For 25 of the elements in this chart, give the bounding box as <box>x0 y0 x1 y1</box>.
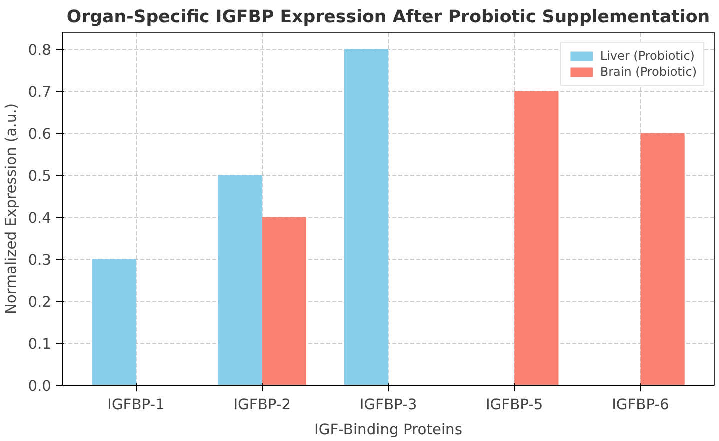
y-tick-label: 0.2 <box>28 294 52 311</box>
y-tick-label: 0.5 <box>28 168 52 185</box>
bar <box>640 133 685 386</box>
y-tick-label: 0.0 <box>28 378 52 395</box>
y-tick-label: 0.7 <box>28 84 52 101</box>
chart-title: Organ-Specific IGFBP Expression After Probiotic Supplementation <box>66 8 710 28</box>
bar <box>92 259 136 386</box>
y-axis-title: Normalized Expression (a.u.) <box>3 103 20 315</box>
bar <box>218 175 262 386</box>
y-tick-label: 0.3 <box>28 252 52 269</box>
bar <box>514 91 559 386</box>
bar <box>344 49 388 386</box>
legend-label: Brain (Probiotic) <box>600 65 697 79</box>
y-tick-label: 0.4 <box>28 210 52 227</box>
y-tick-label: 0.1 <box>28 336 52 353</box>
bar <box>262 217 307 386</box>
x-axis-title: IGF-Binding Proteins <box>314 422 462 438</box>
legend-label: Liver (Probiotic) <box>600 49 695 63</box>
x-tick-label: IGFBP-6 <box>612 396 670 414</box>
y-tick-label: 0.6 <box>28 126 52 143</box>
x-tick-label: IGFBP-2 <box>234 396 292 414</box>
y-tick-label: 0.8 <box>28 42 52 59</box>
x-tick-label: IGFBP-5 <box>486 396 544 414</box>
x-tick-label: IGFBP-1 <box>108 396 165 414</box>
x-tick-label: IGFBP-3 <box>360 396 418 414</box>
